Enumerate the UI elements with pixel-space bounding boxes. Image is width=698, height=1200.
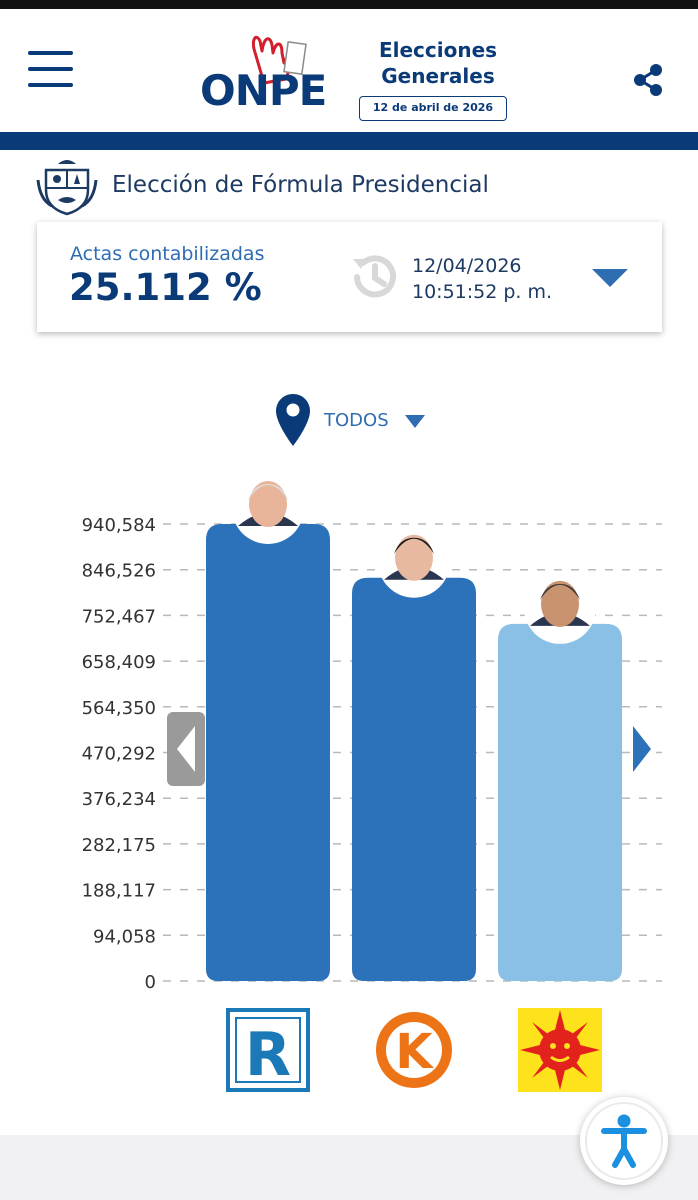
app-header: ONPE Elecciones Generales 12 de abril de…	[0, 9, 698, 132]
event-date-badge: 12 de abril de 2026	[359, 96, 507, 121]
accessibility-icon	[585, 1102, 663, 1180]
party-logo-k[interactable]: K	[372, 1008, 456, 1092]
menu-icon[interactable]	[28, 51, 73, 87]
y-tick-label: 282,175	[82, 835, 156, 856]
update-datetime: 12/04/2026 10:51:52 p. m.	[412, 253, 552, 305]
y-tick-label: 188,117	[82, 881, 156, 902]
status-bar	[0, 0, 698, 9]
onpe-logo: ONPE	[200, 29, 340, 119]
party-r-letter: R	[245, 1020, 291, 1090]
update-date: 12/04/2026	[412, 255, 522, 277]
y-tick-label: 0	[145, 972, 156, 993]
candidate-bar[interactable]	[206, 524, 330, 981]
coat-of-arms-icon	[36, 156, 98, 216]
party-k-letter: K	[395, 1024, 434, 1080]
chart-next-button[interactable]	[630, 720, 654, 778]
history-clock-icon	[347, 249, 403, 305]
candidate-bar[interactable]	[352, 577, 476, 981]
candidate-photo	[378, 525, 450, 598]
party-k-icon: K	[376, 1012, 452, 1088]
party-logo-r[interactable]: R	[226, 1008, 310, 1092]
chevron-down-icon[interactable]	[590, 266, 630, 290]
y-tick-label: 94,058	[93, 926, 156, 947]
y-tick-label: 940,584	[82, 515, 156, 536]
location-chevron-down-icon	[405, 415, 425, 428]
chart-prev-button[interactable]	[167, 712, 205, 786]
share-icon[interactable]	[630, 62, 666, 98]
actas-label: Actas contabilizadas	[70, 243, 265, 265]
header-stripe	[0, 132, 698, 150]
votes-chart-svg: 0 94,058 188,117 282,175 376,234 470,292 564,3…	[82, 472, 662, 993]
party-r-icon: R	[226, 1008, 310, 1092]
candidate-photo	[524, 571, 596, 644]
event-title: Elecciones Generales	[378, 38, 498, 88]
chevron-right-icon	[633, 726, 651, 772]
chevron-left-icon	[177, 726, 195, 772]
voting-hand-icon	[252, 35, 307, 85]
y-tick-label: 376,234	[82, 789, 156, 810]
location-value: TODOS	[324, 410, 389, 431]
party-sun-icon	[518, 1008, 602, 1092]
party-logo-sun[interactable]	[518, 1008, 602, 1092]
page-title: Elección de Fórmula Presidencial	[112, 172, 489, 198]
candidate-bar[interactable]	[498, 623, 622, 981]
logo-text: ONPE	[200, 66, 327, 115]
actas-percent: 25.112 %	[69, 266, 262, 309]
accessibility-button[interactable]	[580, 1097, 668, 1185]
location-filter[interactable]: TODOS	[270, 392, 440, 448]
page-title-row: Elección de Fórmula Presidencial	[0, 156, 698, 216]
update-time: 10:51:52 p. m.	[412, 281, 553, 303]
summary-card: Actas contabilizadas 25.112 % 12/04/2026…	[37, 222, 662, 332]
party-logos-row: R K	[0, 1005, 698, 1095]
y-tick-label: 658,409	[82, 652, 156, 673]
location-pin-icon	[276, 394, 310, 446]
y-tick-label: 564,350	[82, 698, 156, 719]
y-tick-label: 752,467	[82, 606, 156, 627]
votes-chart: 0 94,058 188,117 282,175 376,234 470,292 564,3…	[0, 460, 698, 1000]
y-tick-label: 470,292	[82, 744, 156, 765]
y-tick-label: 846,526	[82, 561, 156, 582]
candidate-photo	[232, 472, 304, 544]
